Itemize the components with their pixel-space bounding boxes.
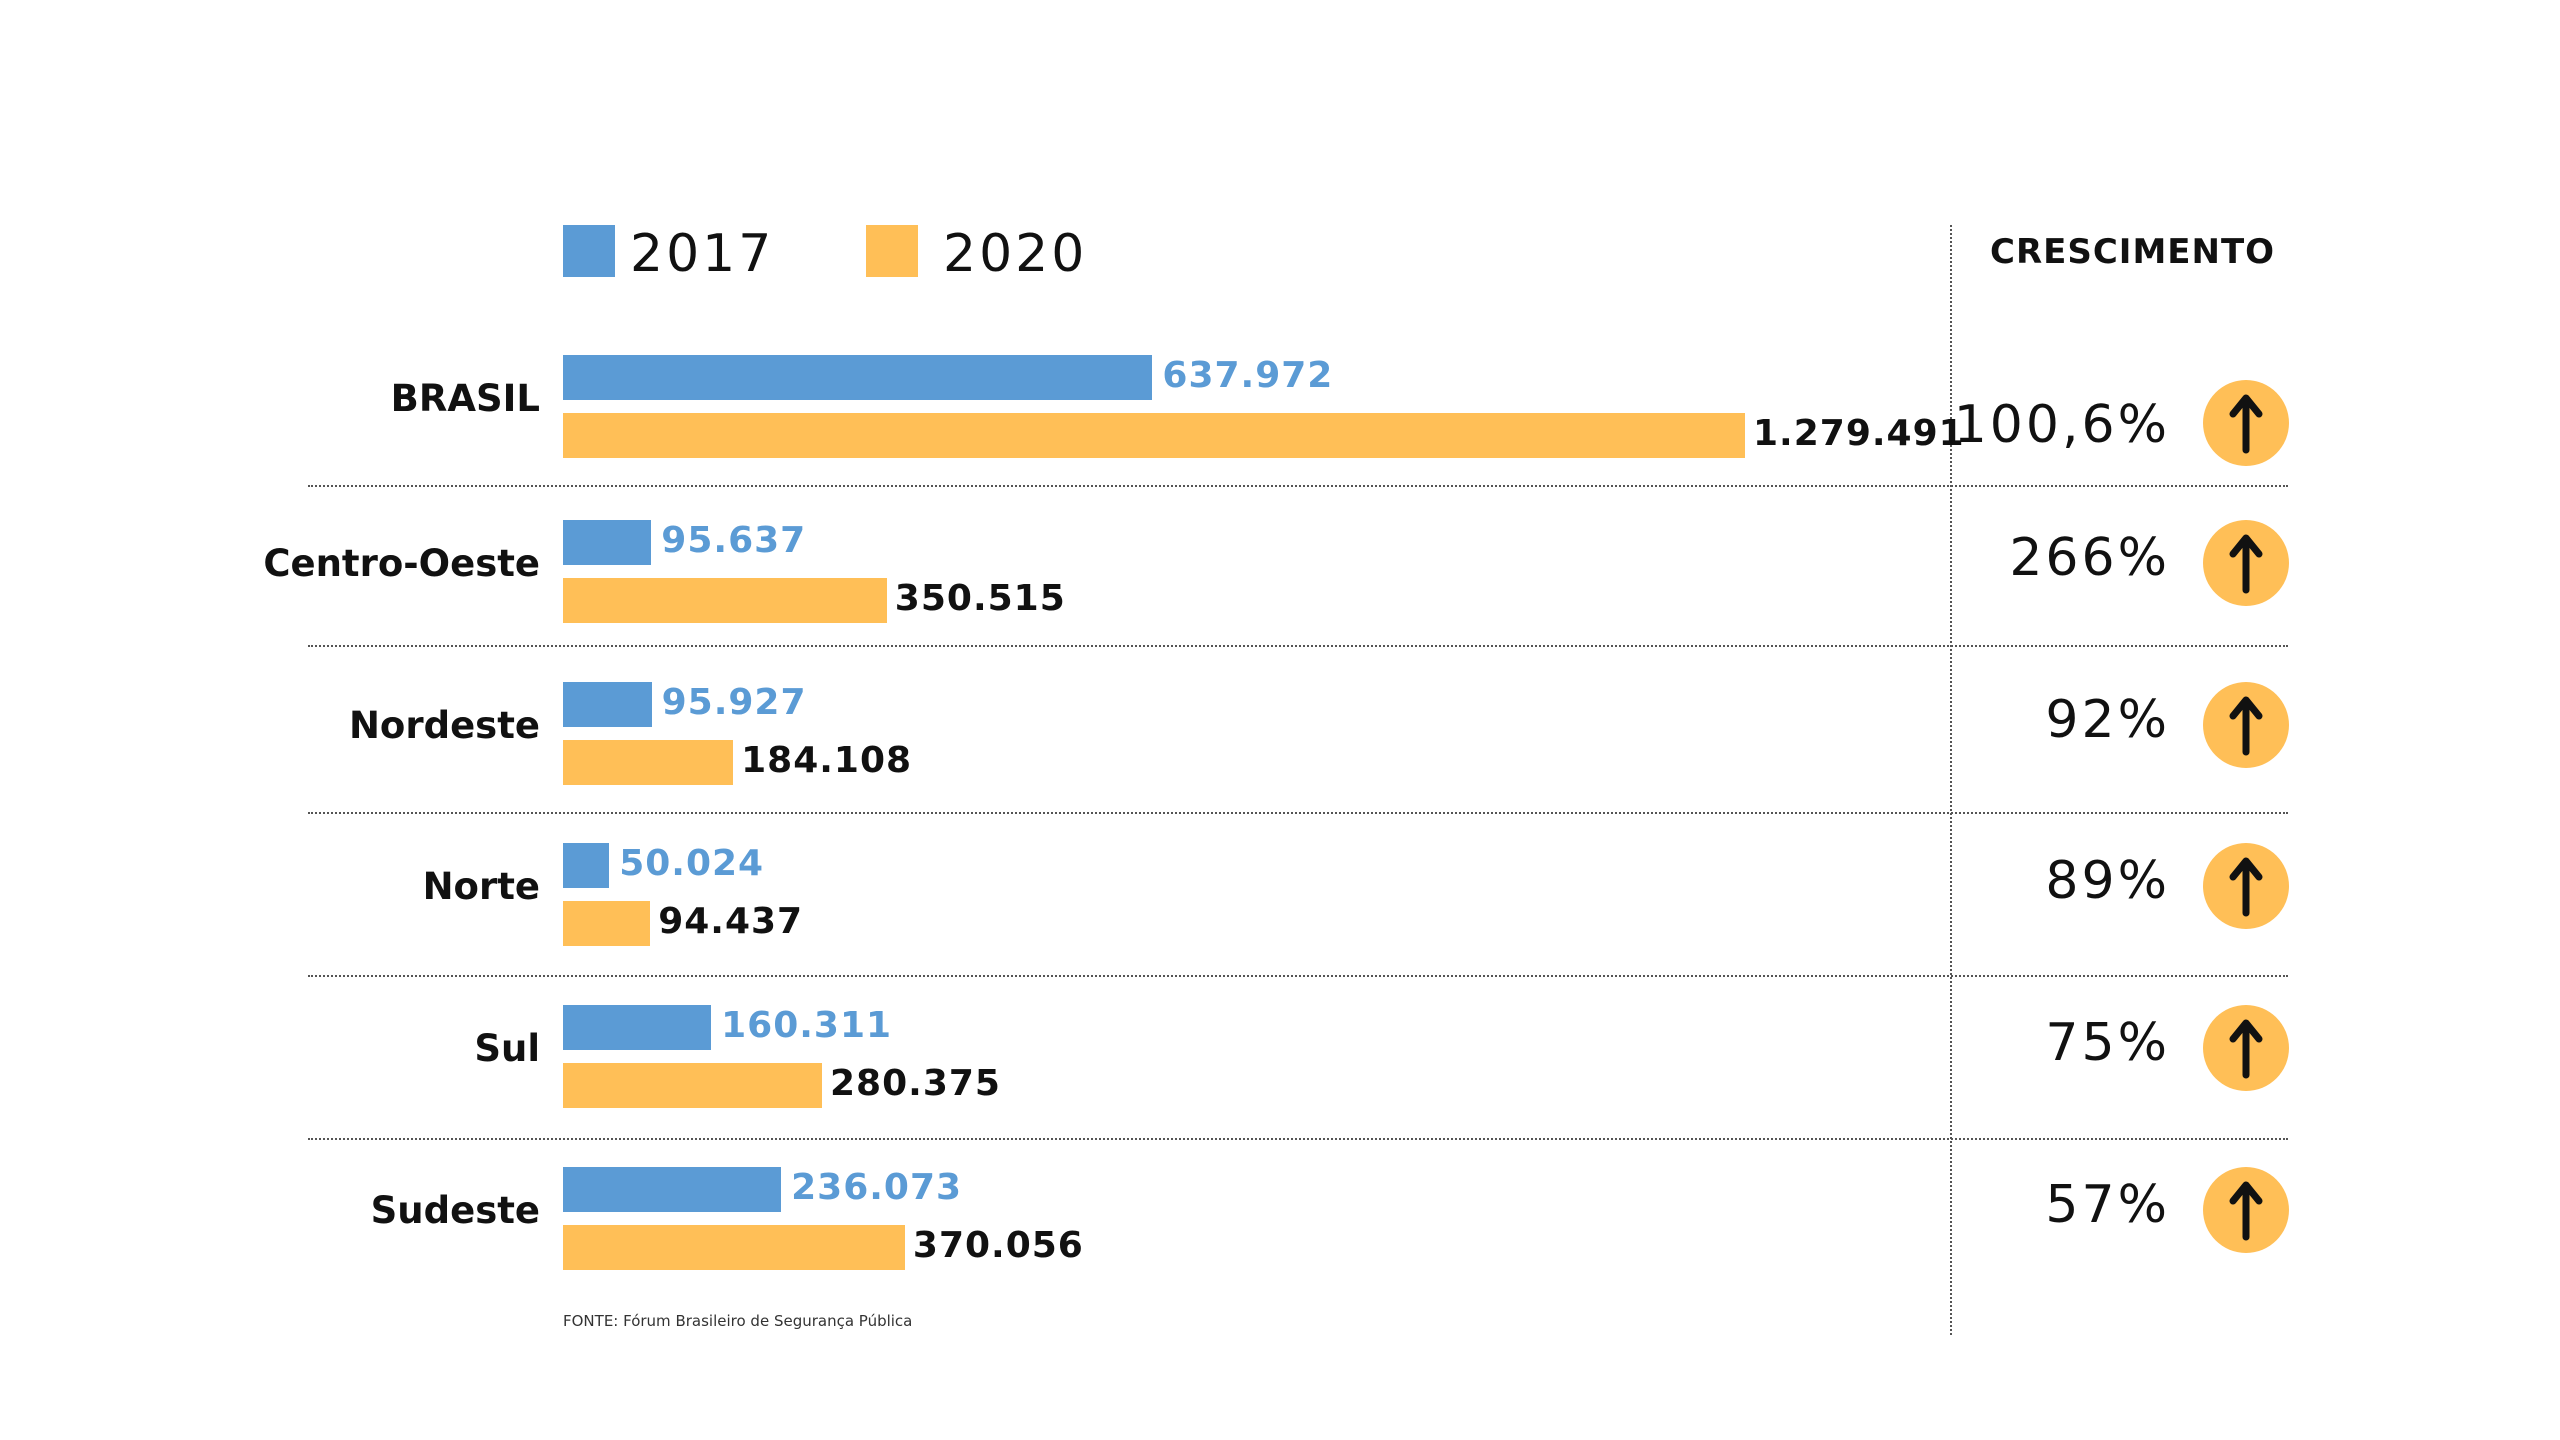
- arrow-up-icon: [2203, 520, 2289, 606]
- arrow-up-icon: [2203, 843, 2289, 929]
- chart-row: Centro-Oeste 95.637 350.515 266%: [0, 520, 2560, 630]
- chart-row: Sudeste 236.073 370.056 57%: [0, 1167, 2560, 1277]
- legend-swatch-2017: [563, 225, 615, 277]
- data-label-2020: 184.108: [741, 740, 913, 781]
- data-label-2020: 94.437: [658, 901, 804, 942]
- growth-header: CRESCIMENTO: [1990, 232, 2276, 272]
- category-label: BRASIL: [390, 377, 540, 420]
- bar-2017: [563, 520, 652, 565]
- source-note: FONTE: Fórum Brasileiro de Segurança Púb…: [563, 1312, 913, 1330]
- arrow-up-icon: [2203, 682, 2289, 768]
- bar-2017: [563, 843, 610, 888]
- category-label: Sudeste: [370, 1189, 540, 1232]
- bar-2020: [563, 413, 1745, 458]
- row-separator: [308, 1138, 2288, 1140]
- bar-2020: [563, 740, 734, 785]
- growth-value: 100,6%: [1953, 395, 2170, 455]
- bar-2020: [563, 578, 887, 623]
- chart-row: Norte 50.024 94.437 89%: [0, 843, 2560, 953]
- data-label-2017: 160.311: [721, 1005, 893, 1046]
- chart-row: BRASIL 637.972 1.279.491 100,6%: [0, 355, 2560, 466]
- bar-2017: [563, 1167, 782, 1212]
- bar-2017: [563, 355, 1153, 400]
- category-label: Sul: [474, 1027, 540, 1070]
- category-label: Nordeste: [348, 704, 540, 747]
- legend-swatch-2020: [866, 225, 918, 277]
- bar-2020: [563, 1063, 822, 1108]
- bar-2017: [563, 682, 652, 727]
- data-label-2020: 370.056: [912, 1225, 1084, 1266]
- data-label-2020: 350.515: [894, 578, 1066, 619]
- data-label-2017: 95.927: [661, 682, 807, 723]
- category-label: Centro-Oeste: [263, 542, 540, 585]
- growth-value: 75%: [2045, 1013, 2170, 1073]
- row-separator: [308, 485, 2288, 487]
- chart-row: Sul 160.311 280.375 75%: [0, 1005, 2560, 1115]
- arrow-up-icon: [2203, 1167, 2289, 1253]
- legend-label-2017: 2017: [630, 224, 775, 284]
- bar-2020: [563, 1225, 905, 1270]
- growth-value: 266%: [2009, 528, 2170, 588]
- arrow-up-icon: [2203, 1005, 2289, 1091]
- data-label-2017: 95.637: [661, 520, 807, 561]
- arrow-up-icon: [2203, 380, 2289, 466]
- data-label-2020: 1.279.491: [1753, 413, 1965, 454]
- chart-row: Nordeste 95.927 184.108 92%: [0, 682, 2560, 792]
- growth-value: 89%: [2045, 851, 2170, 911]
- data-label-2020: 280.375: [830, 1063, 1001, 1104]
- data-label-2017: 236.073: [791, 1167, 963, 1208]
- legend-label-2020: 2020: [943, 224, 1088, 284]
- growth-value: 57%: [2045, 1175, 2170, 1235]
- row-separator: [308, 645, 2288, 647]
- bar-2020: [563, 901, 651, 946]
- column-divider: [1950, 225, 1952, 1335]
- data-label-2017: 637.972: [1162, 355, 1334, 396]
- growth-value: 92%: [2045, 690, 2170, 750]
- row-separator: [308, 812, 2288, 814]
- bar-2017: [563, 1005, 712, 1050]
- category-label: Norte: [422, 865, 540, 908]
- row-separator: [308, 975, 2288, 977]
- data-label-2017: 50.024: [619, 843, 765, 884]
